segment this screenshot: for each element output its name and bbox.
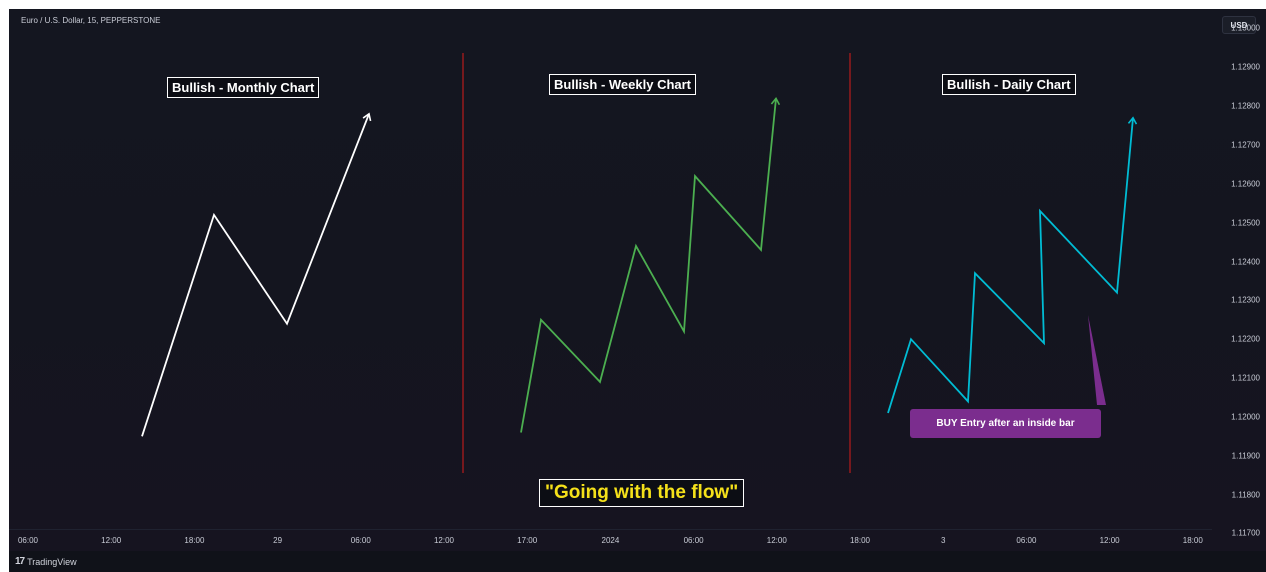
price-tick: 1.12500 [1231, 218, 1260, 228]
price-tick: 1.12900 [1231, 62, 1260, 72]
callout-pointer [1088, 315, 1106, 405]
price-tick: 1.12300 [1231, 295, 1260, 305]
time-tick: 18:00 [184, 536, 205, 545]
price-tick: 1.13000 [1231, 23, 1260, 33]
price-tick: 1.12400 [1231, 257, 1260, 267]
price-tick: 1.12000 [1231, 412, 1260, 422]
weekly-title: Bullish - Weekly Chart [549, 74, 697, 95]
price-tick: 1.12600 [1231, 179, 1260, 189]
chart-canvas [141, 53, 1138, 473]
monthly-title: Bullish - Monthly Chart [167, 77, 320, 98]
tradingview-logo-icon: 17 [15, 556, 25, 567]
time-tick: 06:00 [17, 536, 39, 545]
buy-entry-label: BUY Entry after an inside bar [910, 409, 1101, 438]
price-tick: 1.12200 [1231, 334, 1260, 344]
chart-panel: Euro / U.S. Dollar, 15, PEPPERSTONE USD … [9, 9, 1266, 572]
monthly-series-line [141, 112, 372, 437]
tradingview-brand: TradingView [27, 556, 77, 567]
time-tick: 12:00 [433, 536, 455, 545]
symbol-label: Euro / U.S. Dollar, 15, PEPPERSTONE [21, 16, 161, 25]
time-tick: 12:00 [766, 536, 787, 545]
time-tick: 06:00 [683, 536, 704, 545]
time-tick: 3 [940, 536, 946, 545]
time-axis[interactable]: 06:00 12:00 18:00 29 06:00 12:00 17:00 2024 06:0… [9, 529, 1212, 552]
daily-series-line [887, 116, 1138, 414]
time-tick: 2024 [601, 536, 620, 545]
time-tick: 12:00 [101, 536, 122, 545]
tradingview-logo[interactable]: 17 TradingView [15, 556, 77, 567]
currency-badge[interactable]: USD [1222, 16, 1256, 34]
price-tick: 1.12100 [1231, 373, 1260, 383]
price-tick: 1.11700 [1231, 528, 1260, 538]
time-tick: 18:00 [1182, 536, 1203, 545]
price-tick: 1.11900 [1231, 451, 1260, 461]
time-tick: 06:00 [350, 536, 371, 545]
footer-bar: 17 TradingView [9, 551, 1266, 572]
time-tick: 17:00 [517, 536, 538, 545]
time-tick: 18:00 [849, 536, 871, 545]
weekly-series-line [520, 96, 781, 433]
price-tick: 1.11800 [1231, 490, 1260, 500]
series-layer [141, 96, 1138, 437]
price-tick: 1.12800 [1231, 101, 1260, 111]
time-tick: 12:00 [1099, 536, 1120, 545]
price-tick: 1.12700 [1231, 140, 1260, 150]
time-tick: 06:00 [1016, 536, 1037, 545]
time-tick: 29 [273, 536, 283, 545]
flow-title: "Going with the flow" [539, 479, 745, 507]
daily-title: Bullish - Daily Chart [942, 74, 1076, 95]
price-axis[interactable]: 1.13000 1.12900 1.12800 1.12700 1.12600 1.125… [1212, 9, 1266, 549]
